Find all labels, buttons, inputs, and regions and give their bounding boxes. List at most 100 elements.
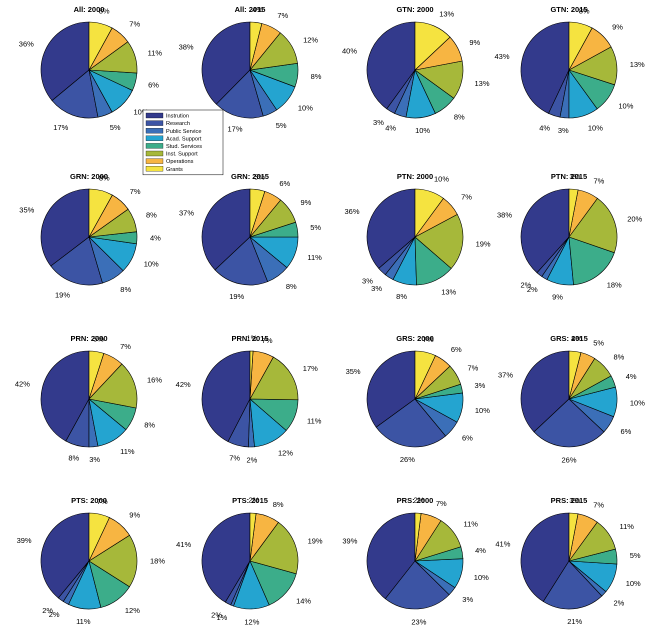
slice-percent-label: 11% <box>307 416 322 425</box>
slice-percent-label: 2% <box>211 611 222 620</box>
pie-slice-grants <box>414 512 422 562</box>
pie-slice-grants <box>88 188 113 239</box>
slice-percent-label: 11% <box>620 522 635 531</box>
pie-slice-instrution <box>366 512 416 600</box>
slice-percent-label: 2% <box>49 610 60 619</box>
slice-percent-label: 4% <box>385 124 396 133</box>
slice-percent-label: 37% <box>179 208 194 217</box>
slice-percent-label: 18% <box>150 557 165 566</box>
slice-percent-label: 6% <box>462 433 473 442</box>
slice-percent-label: 10% <box>134 107 149 116</box>
slice-percent-label: 3% <box>362 277 373 286</box>
slice-percent-label: 8% <box>120 285 131 294</box>
pie-slice-grants <box>414 350 436 400</box>
legend-swatch <box>145 166 164 172</box>
slice-percent-label: 9% <box>552 292 563 301</box>
pie-slice-grants <box>568 21 593 71</box>
legend-swatch <box>145 135 164 141</box>
chart-title: All: 2015 <box>235 5 266 14</box>
pie-slice-instrution <box>40 188 90 267</box>
pie-chart-5: GRN: 2015 37% 19% 8% 11% 5% 9% 6% 5% <box>179 172 322 301</box>
slice-percent-label: 23% <box>411 617 426 626</box>
slice-percent-label: 17% <box>227 125 242 134</box>
legend-label: Grants <box>166 167 183 173</box>
slice-percent-label: 3% <box>558 126 569 135</box>
slice-percent-label: 20% <box>627 214 642 223</box>
slice-percent-label: 16% <box>147 376 162 385</box>
pie-slice-research <box>375 398 447 448</box>
chart-title: PTN: 2000 <box>397 172 433 181</box>
legend-label: Inst. Support <box>166 152 198 158</box>
pie-slice-inst-support <box>249 521 299 575</box>
slice-percent-label: 11% <box>76 617 91 626</box>
slice-percent-label: 4% <box>252 5 263 14</box>
pie-slice-research <box>384 560 450 610</box>
pie-slice-instrution <box>520 21 570 114</box>
slice-percent-label: 7% <box>262 336 273 345</box>
pie-slice-grants <box>88 512 110 562</box>
legend-label: Research <box>166 121 190 127</box>
pie-slice-instrution <box>201 512 251 603</box>
slice-percent-label: 7% <box>423 335 434 344</box>
slice-percent-label: 13% <box>630 60 645 69</box>
slice-percent-label: 2% <box>246 456 257 465</box>
legend-label: Public Service <box>166 129 201 135</box>
pie-chart-7: PTN: 2015 38% 2%2% 9% 18% 20% 7% 3% <box>497 172 643 302</box>
slice-percent-label: 7% <box>229 454 240 463</box>
legend-swatch <box>145 143 164 149</box>
pie-chart-8: PRN: 2000 42% 8% 3% 11% 8% 16% 7% 5% <box>15 334 162 464</box>
slice-percent-label: 12% <box>244 618 259 627</box>
slice-percent-label: 3% <box>89 455 100 464</box>
pie-chart-3: GTN: 2015 43% 4% 3% 10% 10% 13% 9% 8% <box>494 5 645 135</box>
pie-slice-instrution <box>201 188 251 271</box>
slice-percent-label: 8% <box>311 72 322 81</box>
pie-chart-15: PRS: 2015 41% 21% 2% 10% 5% 11% 7% 3% <box>495 496 641 626</box>
pie-chart-6: PTN: 2000 36% 3%3% 8% 13% 19% 7% 10% <box>344 172 490 301</box>
slice-percent-label: 36% <box>344 207 359 216</box>
legend-label: Stud. Services <box>166 144 202 150</box>
legend-label: Acad. Support <box>166 136 202 142</box>
slice-percent-label: 7% <box>594 177 605 186</box>
slice-percent-label: 19% <box>476 239 491 248</box>
slice-percent-label: 2% <box>42 606 53 615</box>
chart-title: GRS: 2000 <box>396 334 434 343</box>
slice-percent-label: 7% <box>593 501 604 510</box>
slice-percent-label: 8% <box>68 454 79 463</box>
slice-percent-label: 9% <box>469 38 480 47</box>
slice-percent-label: 5% <box>254 172 265 181</box>
slice-percent-label: 4% <box>626 372 637 381</box>
pie-slice-grants <box>568 512 579 562</box>
legend-swatch <box>145 120 164 126</box>
slice-percent-label: 2% <box>413 496 424 505</box>
pie-slice-grants <box>414 188 444 238</box>
slice-percent-label: 9% <box>301 198 312 207</box>
slice-percent-label: 14% <box>296 596 311 605</box>
pie-slice-instrution <box>366 188 416 269</box>
pie-slice-inst-support <box>249 356 299 401</box>
slice-percent-label: 8% <box>286 282 297 291</box>
pie-slice-research <box>542 560 603 610</box>
slice-percent-label: 10% <box>415 126 430 135</box>
chart-title: GRN: 2015 <box>231 172 269 181</box>
slice-percent-label: 35% <box>346 367 361 376</box>
slice-percent-label: 5% <box>110 123 121 132</box>
pie-slice-grants <box>249 512 257 562</box>
chart-title: GTN: 2000 <box>396 5 433 14</box>
slice-percent-label: 6% <box>621 427 632 436</box>
slice-percent-label: 10% <box>298 103 313 112</box>
slice-percent-label: 41% <box>495 540 510 549</box>
slice-percent-label: 10% <box>630 398 645 407</box>
chart-title: PTN: 2015 <box>551 172 587 181</box>
pie-slice-instrution <box>201 21 251 105</box>
pie-chart-4: GRN: 2000 35% 19% 8% 10% 4% 8% 7% 8% <box>19 172 161 300</box>
slice-percent-label: 8% <box>454 113 465 122</box>
slice-percent-label: 26% <box>400 455 415 464</box>
slice-percent-label: 40% <box>342 47 357 56</box>
slice-percent-label: 19% <box>308 537 323 546</box>
slice-percent-label: 1% <box>216 613 227 622</box>
slice-percent-label: 3% <box>475 381 486 390</box>
slice-percent-label: 10% <box>434 175 449 184</box>
slice-percent-label: 5% <box>276 121 287 130</box>
slice-percent-label: 3% <box>569 496 580 505</box>
